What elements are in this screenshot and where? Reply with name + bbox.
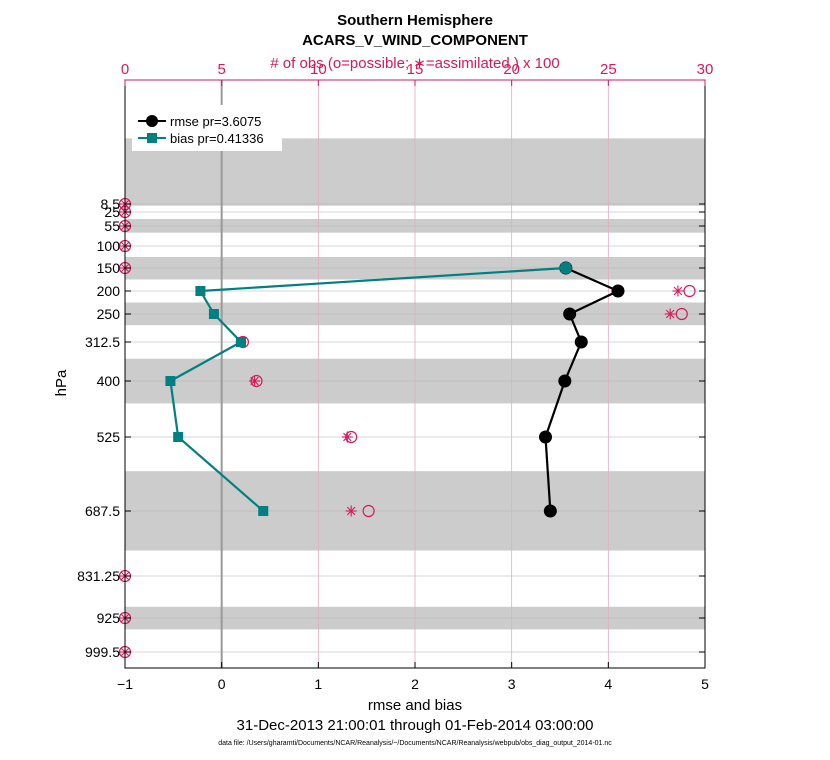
legend-rmse-marker bbox=[146, 115, 158, 127]
bias-point bbox=[258, 506, 269, 516]
y-tick-label: 999.5 bbox=[85, 644, 120, 660]
top-tick-label: 0 bbox=[121, 61, 129, 78]
rmse-point bbox=[558, 374, 572, 388]
y-tick-label: 525 bbox=[97, 429, 121, 445]
x-tick-label: 0 bbox=[218, 676, 226, 692]
data-series bbox=[165, 261, 625, 518]
obs-possible-marker bbox=[683, 284, 696, 298]
legend: rmse pr=3.6075 bias pr=0.41336 bbox=[132, 105, 282, 151]
obs-assimilated-marker bbox=[345, 505, 357, 517]
chart-subtitle: ACARS_V_WIND_COMPONENT bbox=[302, 32, 528, 49]
legend-bias-marker bbox=[147, 133, 157, 143]
y-tick-label: 8.5 bbox=[101, 196, 121, 212]
bias-point-overlap bbox=[559, 262, 572, 274]
x-axis-label: rmse and bias bbox=[368, 697, 462, 714]
legend-box bbox=[132, 105, 282, 151]
y-tick-label: 687.5 bbox=[85, 503, 120, 519]
x-tick-label: 1 bbox=[314, 676, 322, 692]
obs-possible-marker bbox=[362, 504, 375, 518]
y-tick-label: 831.25 bbox=[77, 568, 120, 584]
bias-point bbox=[195, 286, 206, 296]
legend-rmse-label: rmse pr=3.6075 bbox=[170, 114, 261, 129]
rmse-point bbox=[563, 307, 577, 321]
bias-point bbox=[165, 376, 176, 386]
y-tick-label: 100 bbox=[97, 238, 121, 254]
data-file-note: data file: /Users/gharamti/Documents/NCA… bbox=[218, 740, 612, 747]
x-tick-label: 5 bbox=[701, 676, 709, 692]
obs-assimilated-marker bbox=[672, 285, 684, 297]
y-tick-label: 55 bbox=[104, 218, 120, 234]
x-tick-label: −1 bbox=[117, 676, 133, 692]
x-tick-label: 4 bbox=[604, 676, 612, 692]
top-tick-label: 25 bbox=[600, 61, 617, 78]
bias-point bbox=[208, 309, 219, 319]
y-tick-label: 200 bbox=[97, 283, 121, 299]
bias-point bbox=[173, 432, 184, 442]
y-tick-label: 925 bbox=[97, 610, 121, 626]
x-tick-label: 3 bbox=[508, 676, 516, 692]
y-tick-label: 250 bbox=[97, 306, 121, 322]
date-range: 31-Dec-2013 21:00:01 through 01-Feb-2014… bbox=[237, 717, 594, 734]
rmse-point bbox=[574, 335, 588, 349]
tick-labels: −1 0 1 2 3 4 50 5 10 15 20 25 308.525551001502002503… bbox=[77, 61, 713, 692]
top-tick-label: 15 bbox=[407, 61, 424, 78]
x-tick-label: 2 bbox=[411, 676, 419, 692]
chart-title: Southern Hemisphere bbox=[337, 12, 493, 29]
rmse-point bbox=[611, 284, 625, 298]
top-axis-label: # of obs (o=possible; ∗=assimilated ) x … bbox=[270, 55, 559, 72]
obs-assimilated-marker bbox=[249, 375, 261, 387]
top-tick-label: 20 bbox=[503, 61, 520, 78]
top-tick-label: 30 bbox=[697, 61, 714, 78]
y-tick-label: 150 bbox=[97, 260, 121, 276]
bias-point bbox=[236, 337, 246, 347]
obs-assimilated-marker bbox=[664, 308, 676, 320]
y-tick-label: 25 bbox=[104, 204, 120, 220]
rmse-point bbox=[539, 430, 552, 444]
rmse-point bbox=[543, 504, 557, 518]
y-tick-label: 312.5 bbox=[85, 334, 120, 350]
top-tick-label: 5 bbox=[217, 61, 225, 78]
top-tick-label: 10 bbox=[310, 61, 327, 78]
obs-assimilated-marker bbox=[341, 431, 353, 443]
legend-bias-label: bias pr=0.41336 bbox=[170, 131, 264, 146]
y-tick-label: 400 bbox=[97, 373, 121, 389]
obs-possible-marker bbox=[675, 307, 688, 321]
y-axis-label: hPa bbox=[53, 369, 70, 396]
